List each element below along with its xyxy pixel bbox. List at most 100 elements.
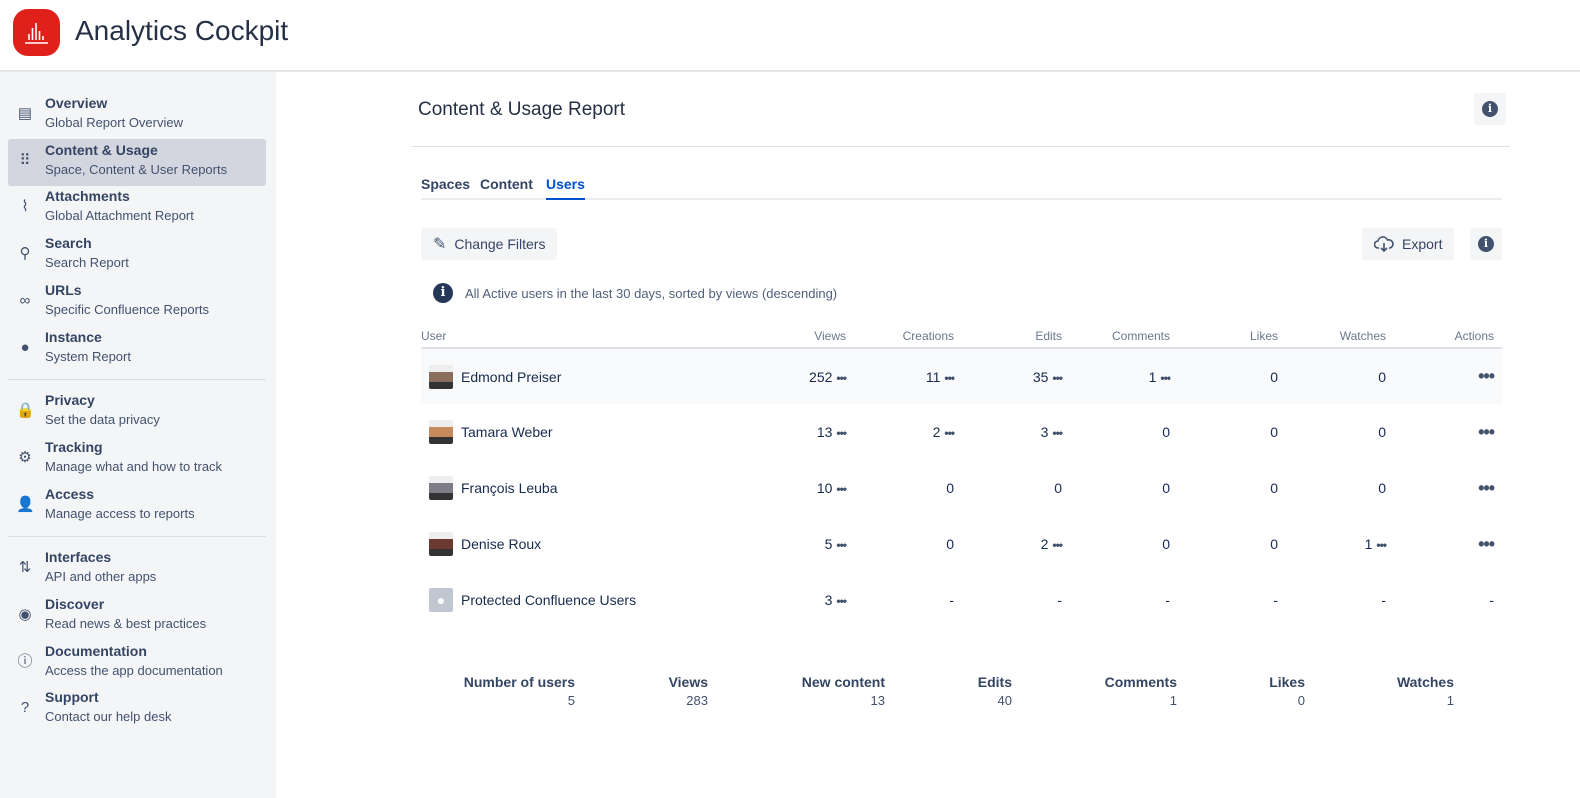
tab-users[interactable]: Users [546,176,585,200]
sidebar-item-subtitle: Specific Confluence Reports [45,301,210,317]
sidebar-item-access[interactable]: 👤 Access Manage access to reports [8,483,266,530]
cell-value: 0 [1378,368,1386,385]
more-dots-icon[interactable]: ••• [1052,538,1063,552]
summary-value: 40 [997,693,1012,708]
export-button[interactable]: Export [1362,228,1455,260]
sidebar-item-documentation[interactable]: ⓘ Documentation Access the app documentati… [8,640,266,687]
document-icon: ▤ [17,105,33,122]
more-dots-icon[interactable]: ••• [836,482,847,496]
page-info-button[interactable]: i [1474,93,1506,125]
more-dots-icon[interactable]: ••• [836,370,847,385]
avatar-placeholder: ● [429,588,453,612]
summary-label: Likes [1269,674,1305,690]
tab-content[interactable]: Content [480,176,533,192]
sidebar-item-tracking[interactable]: ⚙ Tracking Manage what and how to track [8,436,266,483]
sidebar-item-subtitle: Manage what and how to track [45,458,223,474]
more-dots-icon[interactable]: ••• [944,426,955,440]
more-dots-icon[interactable]: ••• [944,370,955,385]
actions-menu-button[interactable]: ••• [1478,533,1495,554]
cell-value: 13 [816,424,833,440]
cell-value: 0 [946,536,954,552]
sidebar-item-content-usage[interactable]: ⠿ Content & Usage Space, Content & User Re… [8,138,266,186]
sidebar-item-subtitle: Contact our help desk [45,709,172,725]
user-name[interactable]: Tamara Weber [461,424,553,440]
user-name[interactable]: Edmond Preiser [461,368,562,385]
cell-value: - [1057,592,1062,608]
column-header[interactable]: Creations [854,326,962,349]
more-dots-icon[interactable]: ••• [836,594,847,608]
sidebar-item-search[interactable]: ⚲ Search Search Report [8,232,266,279]
cell-value: 0 [1378,480,1386,496]
app-logo[interactable] [13,9,60,56]
page-title: Content & Usage Report [418,99,626,120]
column-header[interactable]: Watches [1286,326,1394,349]
cell-value: - [1165,592,1170,608]
avatar [429,532,453,556]
cell-value: 0 [1162,480,1170,496]
column-header: User [421,326,781,349]
sidebar-item-privacy[interactable]: 🔒 Privacy Set the data privacy [8,389,266,436]
grid-icon: ⠿ [19,151,31,169]
more-dots-icon[interactable]: ••• [836,426,847,440]
sidebar-item-label: Privacy [45,392,95,409]
actions-menu-button[interactable]: ••• [1478,477,1495,498]
sidebar-item-urls[interactable]: ∞ URLs Specific Confluence Reports [8,279,266,326]
info-icon: i [1482,101,1498,117]
report-info-button[interactable]: i [1470,228,1502,260]
more-dots-icon[interactable]: ••• [1376,538,1387,552]
actions-menu-button[interactable]: ••• [1478,421,1495,442]
sidebar-item-label: Tracking [45,438,103,455]
cell-value: 0 [1162,424,1170,440]
summary-value: 1 [1446,693,1454,708]
column-header[interactable]: Comments [1070,326,1178,349]
summary-label: New content [801,674,885,690]
info-icon: ⓘ [17,652,33,670]
sidebar-item-overview[interactable]: ▤ Overview Global Report Overview [8,92,266,139]
sidebar-item-attachments[interactable]: ⌇ Attachments Global Attachment Report [8,185,266,232]
more-dots-icon[interactable]: ••• [1160,370,1171,385]
summary-label: Watches [1396,674,1454,690]
change-filters-button[interactable]: ✎ Change Filters [421,228,558,260]
tab-spaces[interactable]: Spaces [421,176,471,192]
more-dots-icon[interactable]: ••• [836,538,847,552]
actions-menu-button[interactable]: ••• [1478,366,1495,386]
user-name[interactable]: François Leuba [461,480,558,496]
cell-value: 0 [1270,368,1278,385]
sidebar-divider [8,379,266,381]
sidebar-item-subtitle: Search Report [45,255,129,271]
user-name[interactable]: Protected Confluence Users [461,592,637,608]
sidebar-item-discover[interactable]: ◉ Discover Read news & best practices [8,593,266,640]
cell-value: - [949,592,954,608]
column-header[interactable]: Likes [1178,326,1286,349]
summary-stat: New content 13 [802,674,885,708]
more-dots-icon[interactable]: ••• [1052,426,1063,440]
summary-stat: Edits 40 [978,674,1012,708]
summary-stat: Views 283 [669,674,708,708]
column-header: Actions [1394,326,1502,349]
sidebar-item-label: Content & Usage [45,141,158,158]
cell-value: - [1381,592,1386,608]
cell-value: 0 [946,480,954,496]
sidebar-item-instance[interactable]: ● Instance System Report [8,326,266,373]
summary-stat: Number of users 5 [464,674,575,708]
table-row: François Leuba 10 ••• 0 0 0 0 0 ••• [421,460,1502,516]
user-name[interactable]: Denise Roux [461,536,542,552]
cell-value: 3 [824,592,833,608]
column-header[interactable]: Edits [962,326,1070,349]
lock-icon: 🔒 [16,402,35,420]
cloud-download-icon [1374,236,1394,252]
summary-value: 13 [870,693,885,708]
sidebar-item-interfaces[interactable]: ⇅ Interfaces API and other apps [8,546,266,593]
cell-value: 0 [1270,424,1278,440]
summary-label: Edits [977,674,1012,690]
info-icon: i [1478,236,1494,252]
sidebar-item-subtitle: Access the app documentation [45,662,223,678]
summary-label: Comments [1104,674,1177,690]
more-dots-icon[interactable]: ••• [1052,370,1063,385]
summary-stat: Watches 1 [1397,674,1454,708]
column-header[interactable]: Views [781,326,854,349]
cell-value: 35 [1032,368,1049,385]
sidebar-item-support[interactable]: ? Support Contact our help desk [8,686,266,733]
summary-value: 0 [1297,693,1305,708]
cell-value: 0 [1162,536,1170,552]
